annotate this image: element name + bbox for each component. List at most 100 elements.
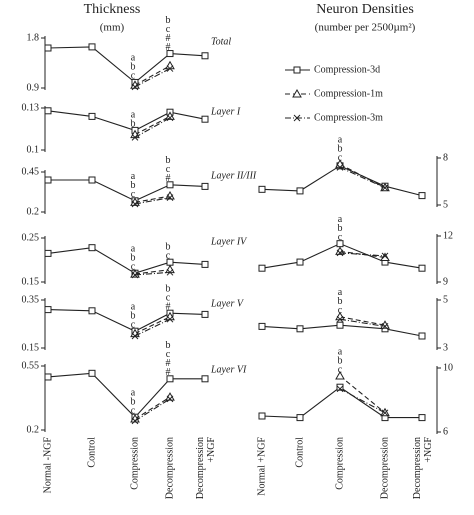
y-tick-label: 9 — [443, 276, 448, 287]
marker-stroke — [336, 249, 344, 257]
series-line — [339, 252, 386, 257]
marker — [88, 244, 96, 252]
x-tick-label: Normal -NGF — [42, 437, 53, 494]
marker-stroke — [166, 395, 174, 403]
marker — [336, 321, 344, 329]
x-tick-label: Compression — [334, 437, 345, 490]
marker — [381, 252, 389, 260]
marker — [336, 164, 344, 171]
series-line — [339, 388, 386, 414]
marker — [44, 176, 52, 184]
series-line — [134, 117, 171, 138]
marker — [166, 375, 174, 383]
marker — [201, 52, 209, 60]
y-tick-label: 10 — [443, 362, 453, 373]
marker — [336, 249, 344, 257]
panel-label: Layer V — [210, 298, 245, 309]
marker-stroke — [131, 417, 139, 425]
marker — [258, 412, 266, 420]
annotation: b — [166, 241, 171, 252]
marker — [296, 325, 304, 333]
marker — [166, 268, 174, 276]
annotation: b — [338, 144, 343, 155]
marker — [88, 176, 96, 184]
annotation: a — [131, 171, 136, 182]
annotation: a — [338, 214, 343, 225]
x-tick-label: Decompression — [164, 437, 175, 499]
annotation: a — [338, 287, 343, 298]
annotation: # — [166, 358, 171, 369]
marker — [293, 114, 301, 122]
marker-stroke — [131, 83, 139, 91]
y-tick-label: 0.55 — [22, 360, 40, 371]
marker — [44, 249, 52, 257]
annotation: b — [166, 155, 171, 166]
series-line — [47, 110, 206, 131]
marker — [201, 260, 209, 268]
marker — [418, 414, 426, 422]
marker — [166, 114, 174, 122]
annotation: c — [338, 232, 343, 243]
y-tick-label: 0.13 — [22, 102, 40, 113]
marker — [44, 107, 52, 115]
series-line — [134, 269, 171, 275]
annotation: a — [131, 243, 136, 254]
series-line — [134, 197, 171, 205]
series-line — [47, 309, 206, 332]
annotation: a — [131, 387, 136, 398]
marker — [131, 83, 139, 91]
marker — [88, 43, 96, 51]
annotation: c — [338, 305, 343, 316]
marker-stroke — [381, 252, 389, 260]
annotation: # — [166, 367, 171, 378]
marker-stroke — [293, 114, 301, 122]
marker — [296, 258, 304, 266]
annotation: b — [131, 119, 136, 130]
marker — [381, 323, 389, 330]
y-tick-label: 0.15 — [22, 342, 40, 353]
annotation: a — [338, 135, 343, 146]
marker — [44, 373, 52, 381]
annotation: b — [338, 355, 343, 366]
y-tick-label: 0.1 — [27, 144, 40, 155]
annotation: c — [131, 319, 136, 330]
y-tick-label: 5 — [443, 294, 448, 305]
annotation: b — [131, 396, 136, 407]
y-tick-label: 6 — [443, 426, 448, 437]
series-line — [47, 46, 206, 84]
chart-subtitle: (mm) — [100, 22, 125, 34]
marker-stroke — [381, 409, 389, 417]
series-line — [47, 372, 205, 419]
panel-label: Layer IV — [210, 236, 248, 247]
chart-title: Neuron Densities — [316, 2, 414, 17]
annotation: b — [338, 296, 343, 307]
marker — [258, 185, 266, 193]
series-line — [48, 179, 206, 202]
marker — [166, 315, 174, 323]
marker — [418, 264, 426, 272]
annotation: b — [131, 252, 136, 263]
series-line — [339, 163, 386, 189]
annotation: c — [166, 24, 171, 35]
series-line — [134, 318, 171, 337]
marker — [296, 187, 304, 195]
marker — [335, 370, 345, 380]
marker-stroke — [131, 332, 139, 340]
x-tick-label-line: +NGF — [423, 437, 434, 463]
marker — [44, 44, 52, 52]
marker — [380, 252, 390, 261]
annotation: b — [166, 283, 171, 294]
marker-stroke — [336, 164, 344, 171]
panel-label: Layer VI — [210, 364, 247, 375]
annotation: c — [131, 189, 136, 200]
x-tick-label: Decompression+NGF — [412, 437, 434, 500]
annotation: a — [131, 53, 136, 64]
marker-stroke — [381, 184, 389, 192]
marker-stroke — [131, 134, 139, 141]
panel-label: Layer II/III — [210, 170, 257, 181]
series-line — [261, 243, 423, 269]
annotation: c — [166, 164, 171, 175]
panel-label: Total — [211, 36, 231, 47]
marker — [258, 322, 266, 330]
